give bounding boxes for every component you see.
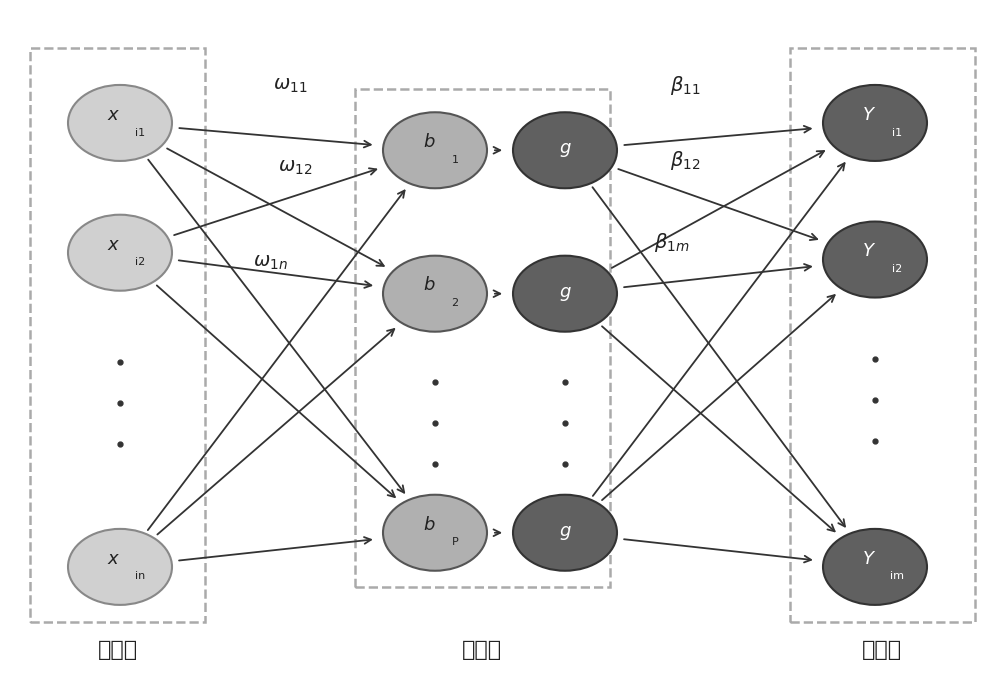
Ellipse shape xyxy=(68,214,172,291)
Text: $\mathit{g}$: $\mathit{g}$ xyxy=(559,141,571,159)
Text: 2: 2 xyxy=(451,298,459,308)
Ellipse shape xyxy=(513,494,617,571)
Text: 1: 1 xyxy=(452,155,458,165)
Text: $\mathit{x}$: $\mathit{x}$ xyxy=(107,550,121,568)
Ellipse shape xyxy=(823,221,927,298)
Text: $\beta_{11}$: $\beta_{11}$ xyxy=(670,74,700,97)
Ellipse shape xyxy=(823,529,927,605)
Text: $\mathit{b}$: $\mathit{b}$ xyxy=(423,277,435,294)
Bar xyxy=(30,48,205,622)
Ellipse shape xyxy=(513,255,617,332)
Text: $\omega_{1n}$: $\omega_{1n}$ xyxy=(253,253,287,273)
Text: $\beta_{12}$: $\beta_{12}$ xyxy=(670,149,700,172)
Text: 输入层: 输入层 xyxy=(98,640,138,660)
Text: $\mathit{b}$: $\mathit{b}$ xyxy=(423,516,435,533)
Text: $\mathit{g}$: $\mathit{g}$ xyxy=(559,285,571,303)
Text: i1: i1 xyxy=(892,128,902,137)
Text: 隐含层: 隐含层 xyxy=(462,640,502,660)
Text: $\mathit{b}$: $\mathit{b}$ xyxy=(423,133,435,151)
Ellipse shape xyxy=(383,494,487,571)
Text: $\mathit{Y}$: $\mathit{Y}$ xyxy=(862,242,876,260)
Bar xyxy=(790,48,975,622)
Text: $\omega_{12}$: $\omega_{12}$ xyxy=(278,158,312,177)
Ellipse shape xyxy=(383,112,487,189)
Text: $\omega_{11}$: $\omega_{11}$ xyxy=(273,76,307,95)
Text: $\mathit{x}$: $\mathit{x}$ xyxy=(107,236,121,253)
Text: im: im xyxy=(890,572,904,581)
Text: $\mathit{g}$: $\mathit{g}$ xyxy=(559,524,571,542)
Text: $\mathit{x}$: $\mathit{x}$ xyxy=(107,106,121,124)
Text: i2: i2 xyxy=(135,257,145,267)
Bar xyxy=(355,89,610,587)
Ellipse shape xyxy=(68,529,172,605)
Text: $\mathit{Y}$: $\mathit{Y}$ xyxy=(862,550,876,568)
Text: 输出层: 输出层 xyxy=(862,640,902,660)
Text: i1: i1 xyxy=(135,128,145,137)
Text: P: P xyxy=(452,538,458,547)
Text: in: in xyxy=(135,572,145,581)
Text: i2: i2 xyxy=(892,264,902,274)
Ellipse shape xyxy=(823,85,927,161)
Ellipse shape xyxy=(513,112,617,189)
Ellipse shape xyxy=(68,85,172,161)
Text: $\beta_{1m}$: $\beta_{1m}$ xyxy=(654,231,690,254)
Text: $\mathit{Y}$: $\mathit{Y}$ xyxy=(862,106,876,124)
Ellipse shape xyxy=(383,255,487,332)
